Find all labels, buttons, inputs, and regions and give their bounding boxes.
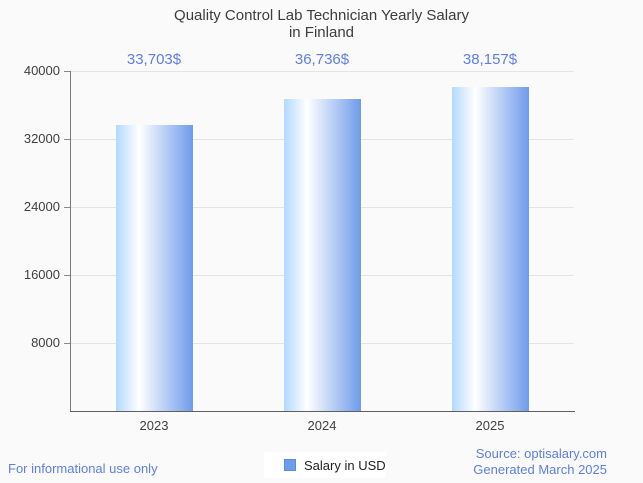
y-axis-label: 8000 — [31, 335, 60, 350]
source-text: Source: optisalary.com — [475, 446, 607, 461]
x-axis-label: 2023 — [139, 418, 169, 433]
y-axis-label: 24000 — [23, 199, 60, 214]
chart-title-line1: Quality Control Lab Technician Yearly Sa… — [174, 7, 469, 24]
legend: Salary in USD — [264, 452, 386, 478]
bar-2024 — [283, 98, 361, 411]
chart-title: Quality Control Lab Technician Yearly Sa… — [0, 7, 643, 41]
x-axis-baseline — [70, 411, 575, 412]
y-axis-label: 32000 — [23, 131, 60, 146]
gridline — [70, 71, 574, 72]
y-axis-label: 16000 — [23, 267, 60, 282]
x-axis-label: 2024 — [307, 418, 337, 433]
disclaimer-text: For informational use only — [8, 461, 158, 476]
generated-text: Generated March 2025 — [473, 462, 607, 477]
y-axis-label: 40000 — [23, 63, 60, 78]
bar-value-label: 33,703$ — [126, 51, 182, 68]
y-axis-tick — [64, 207, 70, 208]
y-axis-tick — [64, 71, 70, 72]
source-attribution: Source: optisalary.com Generated March 2… — [473, 446, 607, 478]
bar-2023 — [115, 124, 193, 411]
legend-label: Salary in USD — [304, 457, 386, 473]
y-axis-tick — [64, 139, 70, 140]
bar-value-label: 38,157$ — [462, 51, 518, 68]
bar-value-label: 36,736$ — [294, 51, 350, 68]
y-axis-tick — [64, 343, 70, 344]
chart-title-line2: in Finland — [288, 24, 355, 41]
y-axis-line — [70, 71, 71, 411]
y-axis-tick — [64, 275, 70, 276]
bar-2025 — [451, 86, 529, 411]
legend-swatch-icon — [284, 459, 296, 471]
x-axis-label: 2025 — [475, 418, 505, 433]
